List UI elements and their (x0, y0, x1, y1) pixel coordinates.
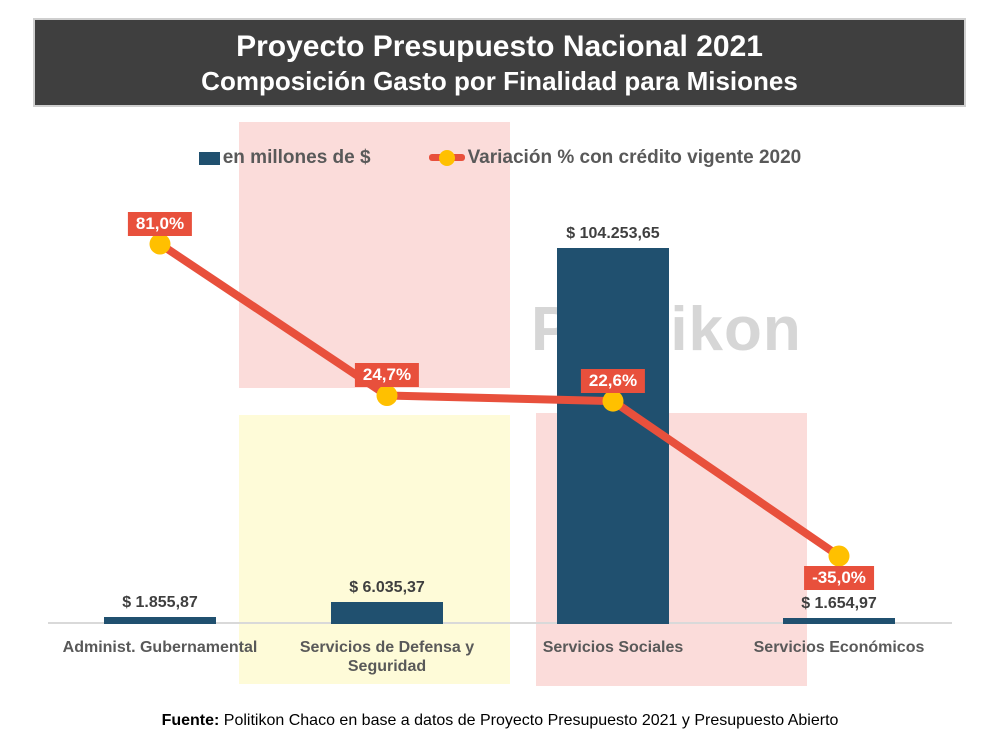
bar (557, 248, 669, 624)
line-point-marker (828, 545, 850, 567)
category-label: Servicios Sociales (542, 639, 684, 656)
line-point-label: 81,0% (127, 212, 193, 236)
legend: en millones de $ Variación % con crédito… (0, 147, 1000, 169)
legend-item-bars: en millones de $ (198, 147, 371, 169)
bar (331, 602, 443, 624)
category-label: Administ. Gubernamental (62, 639, 258, 656)
background-highlight-pink-top (239, 122, 510, 388)
title-banner: Proyecto Presupuesto Nacional 2021 Compo… (33, 18, 966, 107)
source-text: Politikon Chaco en base a datos de Proye… (219, 712, 839, 729)
bar-value-label: $ 6.035,37 (349, 579, 425, 596)
category-label: Servicios Económicos (753, 639, 925, 656)
line-marker-dot (438, 150, 455, 166)
line-series-marker-icon (428, 150, 465, 166)
legend-line-label: Variación % con crédito vigente 2020 (467, 147, 802, 168)
x-axis-line (48, 622, 952, 624)
bar-series-swatch-icon (198, 151, 220, 165)
bar-value-label: $ 1.654,97 (801, 595, 877, 612)
line-point-label: 22,6% (580, 369, 646, 394)
line-series (156, 240, 843, 560)
line-point-label: -35,0% (804, 566, 874, 591)
line-point-label: 24,7% (354, 363, 420, 388)
legend-item-line: Variación % con crédito vigente 2020 (428, 147, 802, 169)
line-point-marker (149, 233, 171, 255)
bar-value-label: $ 104.253,65 (566, 225, 660, 242)
chart-title: Proyecto Presupuesto Nacional 2021 (236, 30, 763, 64)
chart-subtitle: Composición Gasto por Finalidad para Mis… (201, 65, 798, 96)
bar-value-label: $ 1.855,87 (122, 594, 198, 611)
bar (104, 617, 216, 624)
background-highlight-yellow (239, 415, 510, 684)
line-point-marker (376, 385, 398, 406)
source-note: Fuente: Politikon Chaco en base a datos … (0, 712, 1000, 730)
bar (783, 618, 895, 624)
category-label: Servicios de Defensa y Seguridad (299, 639, 475, 676)
line-point-marker (602, 390, 624, 412)
source-label: Fuente: (161, 712, 220, 729)
legend-bar-label: en millones de $ (222, 147, 371, 168)
